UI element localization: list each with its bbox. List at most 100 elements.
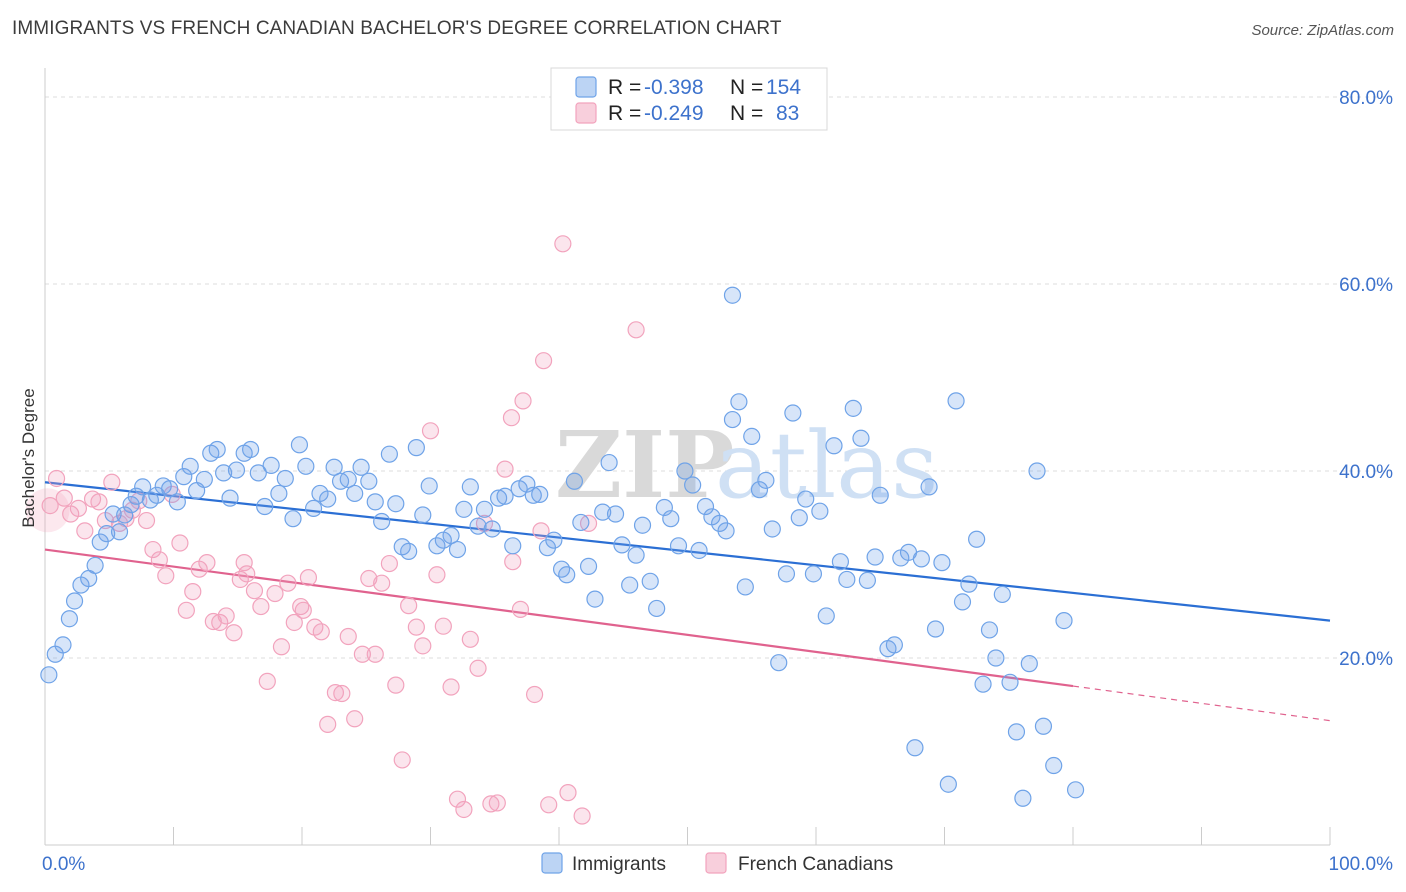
french-canadians-point [238,565,256,583]
immigrants-point [215,464,233,482]
french-canadians-point [496,460,514,478]
immigrants-point [496,487,514,505]
immigrants-point [122,496,140,514]
legend-n-value-2: 83 [776,102,799,125]
immigrants-point [414,506,432,524]
immigrants-point [606,505,625,523]
legend-r-label-1: R = [608,76,641,99]
immigrants-point [297,457,315,475]
watermark-zip: ZIP [555,411,734,519]
immigrants-point [475,500,494,518]
immigrants-point [161,480,179,498]
french-canadians-point [312,623,330,641]
immigrants-point [690,541,708,560]
chart-title: IMMIGRANTS VS FRENCH CANADIAN BACHELOR'S… [12,18,782,39]
y-axis-title: Bachelor's Degree [19,388,38,527]
french-canadians-point [488,794,506,812]
immigrants-point [912,550,930,568]
french-canadians-point [294,601,312,619]
french-canadians-point [103,473,121,491]
axes [44,68,1331,846]
immigrants-point [346,484,364,503]
french-canadians-point [266,584,284,603]
french-canadians-point [150,551,168,569]
immigrants-point [256,497,274,516]
immigrants-point [980,621,999,639]
legend-n-label-1: N = [730,76,763,99]
french-canadians-point [346,710,364,728]
immigrants-point [469,517,487,535]
legend-r-value-2: -0.249 [644,102,704,125]
french-canadians-point [428,566,446,584]
french-canadians-point [157,567,175,585]
french-canadians-point [540,796,558,814]
french-canadians-point [339,627,357,646]
immigrants-point [400,542,418,561]
bottom-legend-swatch-french [705,852,727,874]
immigrants-point [594,503,612,521]
immigrants-point [545,531,563,549]
immigrants-point [1034,717,1053,735]
immigrants-point [1066,781,1085,799]
immigrants-point [579,557,598,575]
immigrants-point [249,464,267,482]
immigrants-point [565,472,584,490]
french-canadians-point [448,790,467,808]
immigrants-point [817,607,835,625]
french-canadians-point [184,583,202,601]
immigrants-point [804,565,823,583]
immigrants-point [407,439,425,457]
immigrants-point [757,471,775,489]
french-canadians-point [198,554,216,572]
french-canadians-point [90,493,108,511]
immigrants-point [844,399,862,417]
immigrants-point [676,462,694,480]
immigrants-point [885,636,903,654]
immigrants-point [442,526,460,545]
immigrants-point [586,590,604,608]
gridlines [45,96,1392,659]
immigrants-point [1028,462,1046,480]
y-tick-label: 20.0% [1339,649,1393,670]
immigrants-point [304,499,323,517]
trend-lines [44,481,1331,722]
immigrants-point [1020,655,1038,673]
immigrants-point [270,484,288,503]
immigrants-point [939,775,957,793]
immigrants-point [696,497,715,516]
x-tick-label: 0.0% [42,854,85,875]
french-canadians-point [144,540,162,559]
immigrants-point [86,556,104,575]
french-canadians-point [272,638,291,656]
immigrants-point [743,427,761,446]
immigrants-point [600,453,618,472]
french-canadians-point [211,613,229,632]
immigrants-point [461,478,479,496]
french-canadians-point-large [25,488,70,533]
immigrants-point [797,490,815,508]
immigrants-point [262,456,280,474]
x-tick-label: 100.0% [1329,854,1394,875]
french-canadians-point [434,617,452,635]
immigrants-point [352,458,370,476]
immigrants-point [926,620,945,638]
french-canadians-point [407,618,425,636]
immigrants-point [866,548,884,566]
immigrants-point [763,520,781,538]
french-canadians-point [514,392,532,410]
immigrants-point [1055,611,1073,630]
immigrants-point [723,286,742,304]
immigrants-point [790,509,808,527]
immigrants-point [319,490,337,508]
french-canadians-trend-line [44,548,1074,688]
immigrants-point [558,566,576,584]
immigrants-point [750,481,769,499]
immigrants-point [641,572,659,590]
french-canadians-point [69,499,88,517]
immigrants-point [736,578,754,596]
bottom-legend-swatch-immigrants [541,852,563,874]
immigrants-point [987,649,1005,667]
french-canadians-point [235,554,253,572]
french-canadians-point [225,624,243,642]
chart-source: Source: ZipAtlas.com [1251,22,1394,39]
